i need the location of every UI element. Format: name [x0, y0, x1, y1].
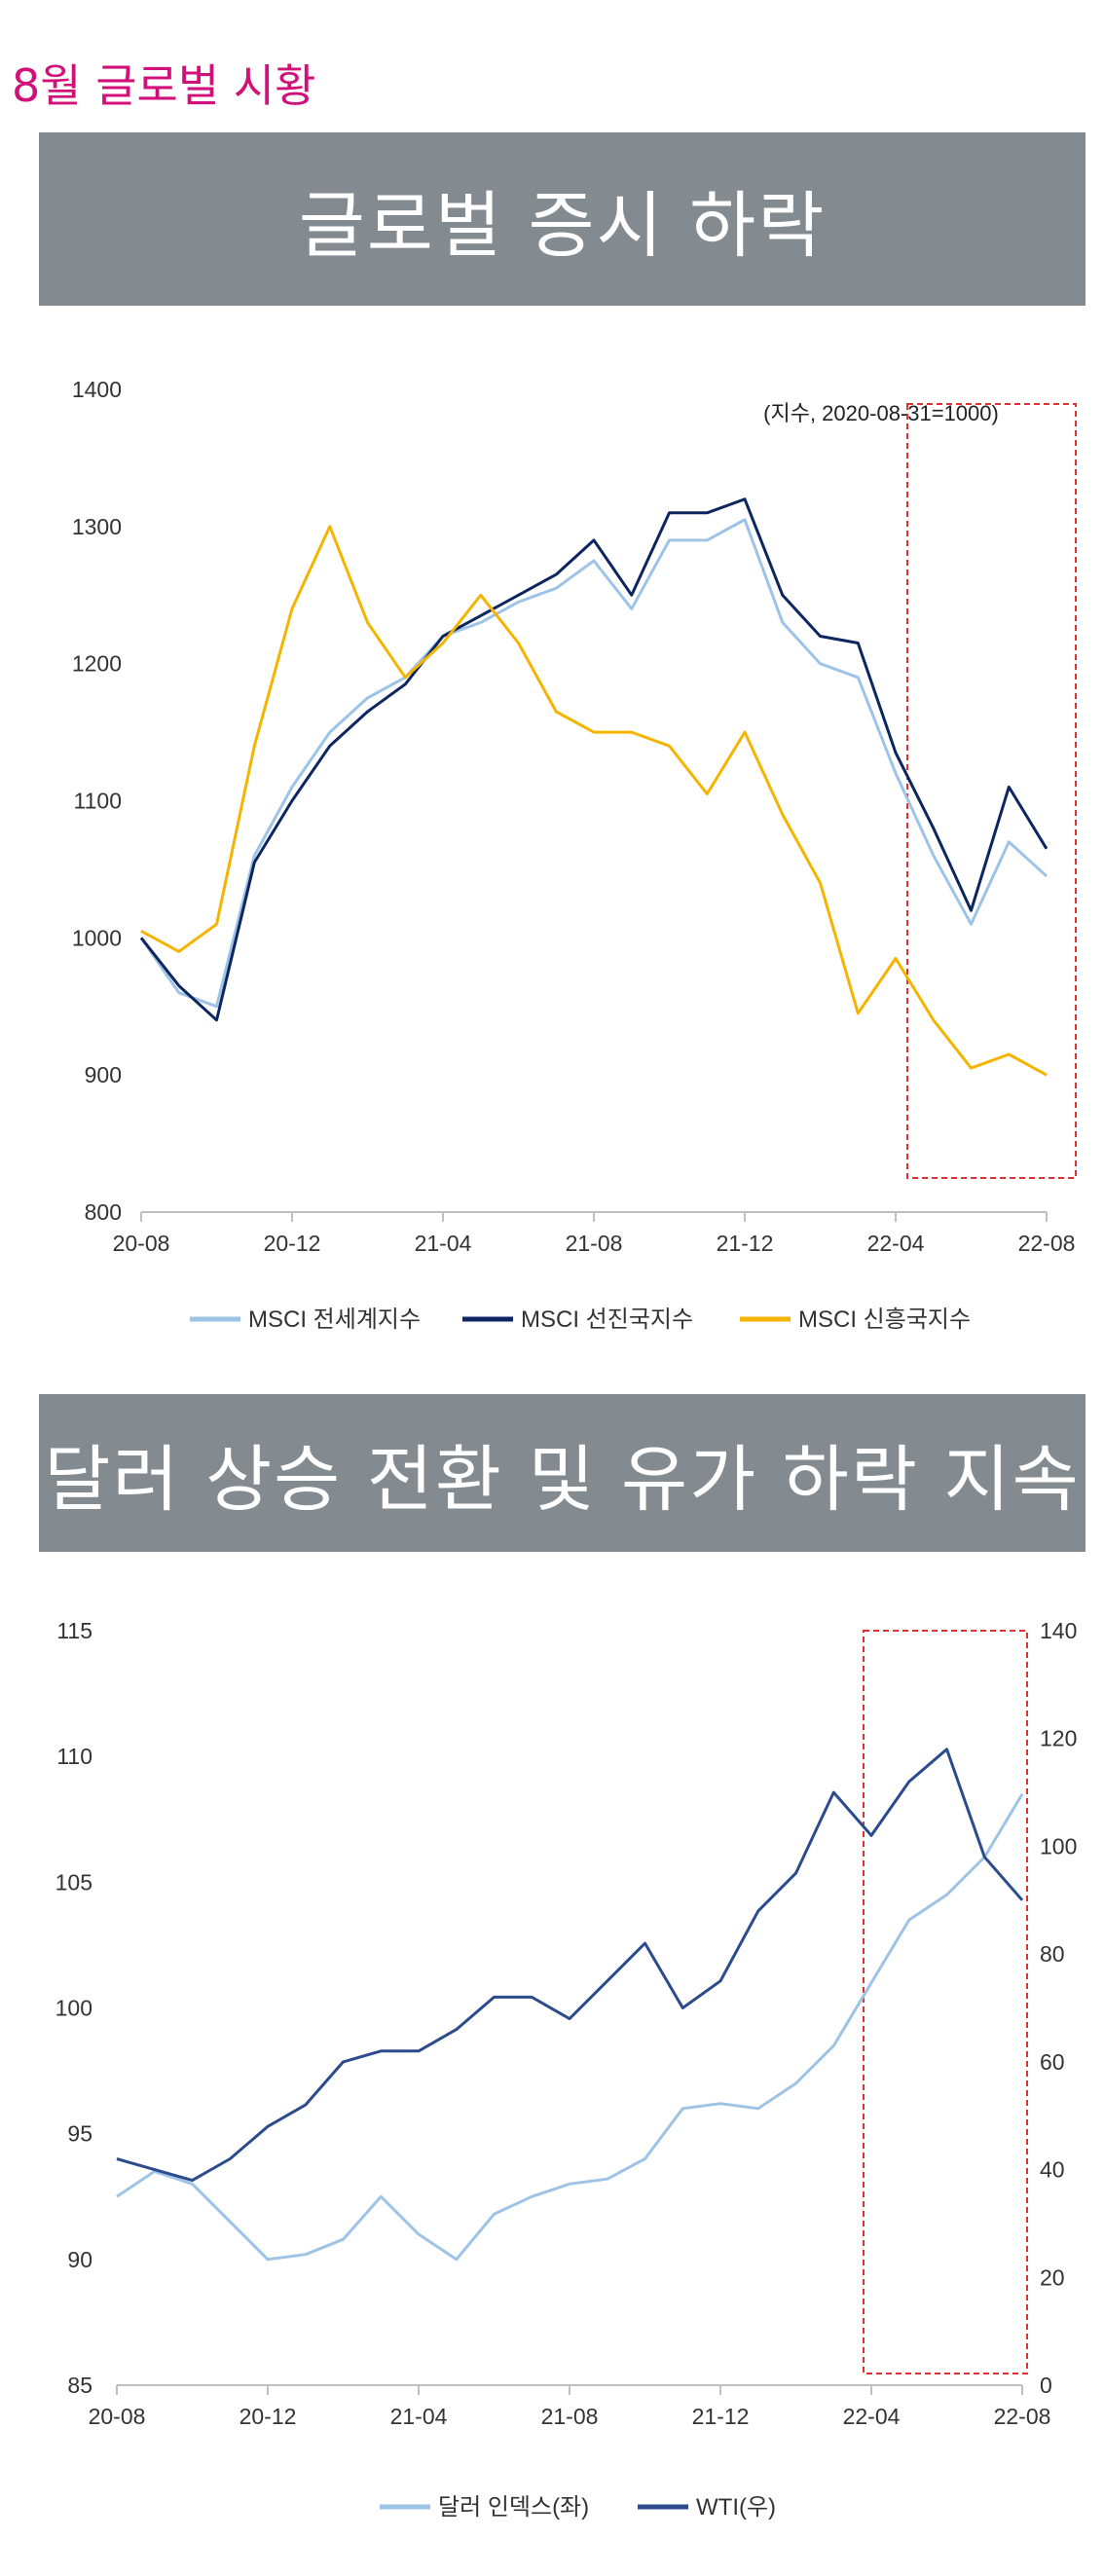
page-title: 8월 글로벌 시황: [12, 59, 316, 112]
x-tick-label: 22-04: [867, 1231, 925, 1256]
x-tick-label: 22-08: [994, 2404, 1051, 2429]
chart2: 85 90 95 100 105 110 115 0 20 40 60 80 100 120 140 20-0…: [55, 1618, 1078, 2521]
series-line-1: [116, 1793, 1024, 2262]
chart1: 800 900 1000 1100 1200 1300 1400 20-08 20-12 21-0…: [72, 377, 1077, 1333]
x-tick-label: 21-12: [692, 2404, 750, 2429]
y2-tick-label: 60: [1040, 2049, 1065, 2075]
y-tick-label: 1100: [74, 789, 122, 814]
y-tick-label: 100: [55, 1996, 92, 2021]
chart1-title-banner: 글로벌 증시 하락: [39, 132, 1086, 306]
legend-label-1: 달러 인덱스(좌): [438, 2494, 589, 2521]
x-tick-label: 21-08: [566, 1231, 623, 1256]
y-tick-label: 1000: [72, 925, 122, 950]
x-tick-label: 22-08: [1018, 1231, 1076, 1256]
highlight-box: [863, 1630, 1028, 2374]
x-tick-label: 20-12: [264, 1231, 321, 1256]
x-tick-label: 21-08: [541, 2404, 599, 2429]
series-line-3: [140, 525, 1048, 1077]
y-tick-label: 1300: [72, 514, 122, 539]
legend-label-2: WTI(우): [696, 2494, 776, 2521]
x-tick-label: 22-04: [843, 2404, 901, 2429]
y-tick-label: 105: [55, 1869, 92, 1895]
y-tick-label: 900: [85, 1062, 122, 1087]
x-tick-label: 21-04: [390, 2404, 448, 2429]
y-tick-label: 95: [67, 2121, 92, 2147]
y-tick-label: 110: [56, 1744, 92, 1769]
highlight-box: [906, 403, 1077, 1179]
y2-tick-label: 140: [1040, 1618, 1077, 1643]
y2-tick-label: 80: [1040, 1941, 1065, 1967]
y2-tick-label: 100: [1040, 1833, 1077, 1858]
y2-tick-label: 0: [1040, 2373, 1052, 2398]
series-line-2: [139, 497, 1049, 1022]
series-line-2: [116, 1748, 1024, 2183]
y-tick-label: 115: [56, 1618, 92, 1643]
legend-label-1: MSCI 전세계지수: [248, 1306, 421, 1333]
y-tick-label: 85: [67, 2373, 92, 2398]
series-line-1: [139, 518, 1049, 1009]
y2-tick-label: 40: [1040, 2157, 1065, 2183]
y-tick-label: 1400: [72, 377, 122, 402]
legend-label-3: MSCI 신흥국지수: [798, 1306, 971, 1333]
legend-label-2: MSCI 선진국지수: [521, 1306, 693, 1333]
y2-tick-label: 20: [1040, 2264, 1065, 2290]
x-tick-label: 20-12: [239, 2404, 297, 2429]
x-tick-label: 21-04: [415, 1231, 472, 1256]
chart2-title-banner: 달러 상승 전환 및 유가 하락 지속: [39, 1394, 1086, 1552]
y-tick-label: 800: [85, 1199, 122, 1225]
chart-note: (지수, 2020-08-31=1000): [763, 401, 999, 425]
x-tick-label: 20-08: [113, 1231, 170, 1256]
y-tick-label: 1200: [72, 651, 122, 677]
x-tick-label: 20-08: [89, 2404, 146, 2429]
y-tick-label: 90: [67, 2247, 92, 2272]
y2-tick-label: 120: [1040, 1726, 1077, 1751]
x-tick-label: 21-12: [717, 1231, 774, 1256]
